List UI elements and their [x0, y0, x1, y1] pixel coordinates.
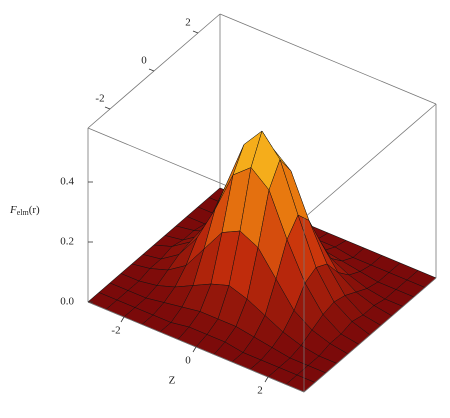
y-tick [192, 30, 199, 34]
y-tick-label: 0 [141, 55, 147, 67]
x-tick [264, 376, 269, 383]
x-axis-label: Z [169, 375, 176, 387]
y-tick-label: 2 [185, 17, 191, 29]
z-tick-label: 0.4 [60, 176, 74, 188]
z-axis-label-suffix: (r) [29, 204, 40, 216]
box-edge [303, 277, 437, 393]
z-axis-label: Felm(r) [9, 204, 40, 217]
y-tick [104, 106, 111, 110]
z-axis-label-sub: elm [17, 208, 30, 217]
z-tick-label: 0.2 [60, 236, 74, 248]
x-tick-label: 0 [185, 355, 191, 367]
x-tick [192, 346, 197, 353]
y-tick [148, 68, 155, 72]
x-tick-label: 2 [257, 385, 263, 397]
x-tick-label: -2 [111, 325, 120, 337]
y-tick-label: -2 [95, 93, 104, 105]
z-axis-label-main: F [9, 204, 17, 216]
x-tick [120, 316, 125, 323]
box-edge [219, 13, 437, 105]
z-tick-label: 0.0 [60, 296, 74, 308]
box-edge [303, 103, 437, 219]
